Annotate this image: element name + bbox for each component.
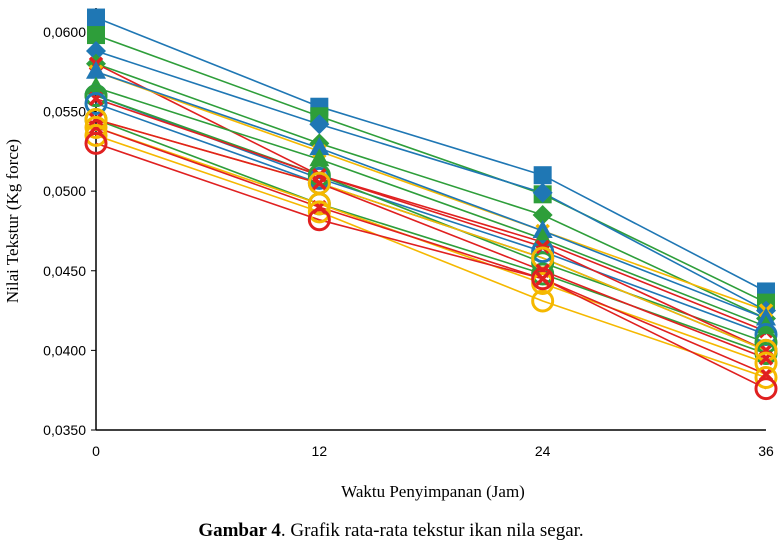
data-point-diamond <box>532 205 553 226</box>
data-point-circle <box>307 192 331 216</box>
y-axis-title: Nilai Tekstur (Kg force) <box>3 139 22 303</box>
y-tick-label: 0,0450 <box>43 263 86 279</box>
series-line <box>95 70 767 312</box>
data-point-diamond <box>532 182 553 203</box>
data-point-circle <box>531 267 555 291</box>
data-point-circle <box>754 365 778 389</box>
data-point-circle <box>307 200 331 224</box>
series-line <box>95 118 767 360</box>
figure-caption-text: . Grafik rata-rata tekstur ikan nila seg… <box>280 520 584 541</box>
series-line <box>95 16 767 293</box>
series-line <box>95 98 767 352</box>
data-point-triangle <box>309 137 330 156</box>
figure-caption-label: Gambar 4 <box>198 520 281 541</box>
y-tick-label: 0,0500 <box>43 183 86 199</box>
series-line <box>95 70 767 320</box>
chart-axes: 0,0350 0,0400 0,0450 0,0500 0,0550 0,0600 0 12 2… <box>43 8 774 459</box>
chart-series <box>84 8 778 401</box>
series-line <box>95 126 767 376</box>
data-point-circle <box>84 92 108 116</box>
series-line <box>95 34 767 304</box>
series-line <box>95 142 767 390</box>
data-point-circle <box>84 84 108 108</box>
y-tick-label: 0,0350 <box>43 422 86 438</box>
figure-caption: Gambar 4. Grafik rata-rata tekstur ikan … <box>0 520 782 542</box>
y-tick-label: 0,0400 <box>43 342 86 358</box>
series-line <box>95 62 767 320</box>
series-line <box>95 86 767 328</box>
data-point-triangle <box>309 148 330 167</box>
x-tick-label: 24 <box>535 443 551 459</box>
data-point-diamond <box>309 114 330 135</box>
data-point-circle <box>531 240 555 264</box>
data-point-circle <box>754 377 778 401</box>
data-point-x <box>535 271 550 286</box>
series-line <box>95 134 767 379</box>
series-line <box>95 118 767 352</box>
data-point-square <box>533 166 552 185</box>
series-line <box>95 94 767 344</box>
data-point-circle <box>84 123 108 147</box>
series-line <box>95 62 767 333</box>
data-point-x <box>312 175 327 191</box>
data-point-diamond <box>86 40 106 61</box>
x-tick-label: 0 <box>92 443 100 459</box>
data-point-circle <box>84 131 108 155</box>
x-axis-title: Waktu Penyimpanan (Jam) <box>341 482 525 501</box>
data-point-triangle <box>86 60 106 79</box>
y-tick-label: 0,0550 <box>43 104 86 120</box>
data-point-circle <box>531 289 555 313</box>
x-tick-label: 36 <box>758 443 774 459</box>
data-point-circle <box>84 115 108 139</box>
data-point-x <box>88 120 104 135</box>
data-point-square <box>87 26 105 45</box>
y-tick-label: 0,0600 <box>43 24 86 40</box>
x-tick-label: 12 <box>312 443 328 459</box>
series-line <box>95 50 767 312</box>
data-point-square <box>87 8 105 27</box>
data-point-circle <box>307 208 331 232</box>
